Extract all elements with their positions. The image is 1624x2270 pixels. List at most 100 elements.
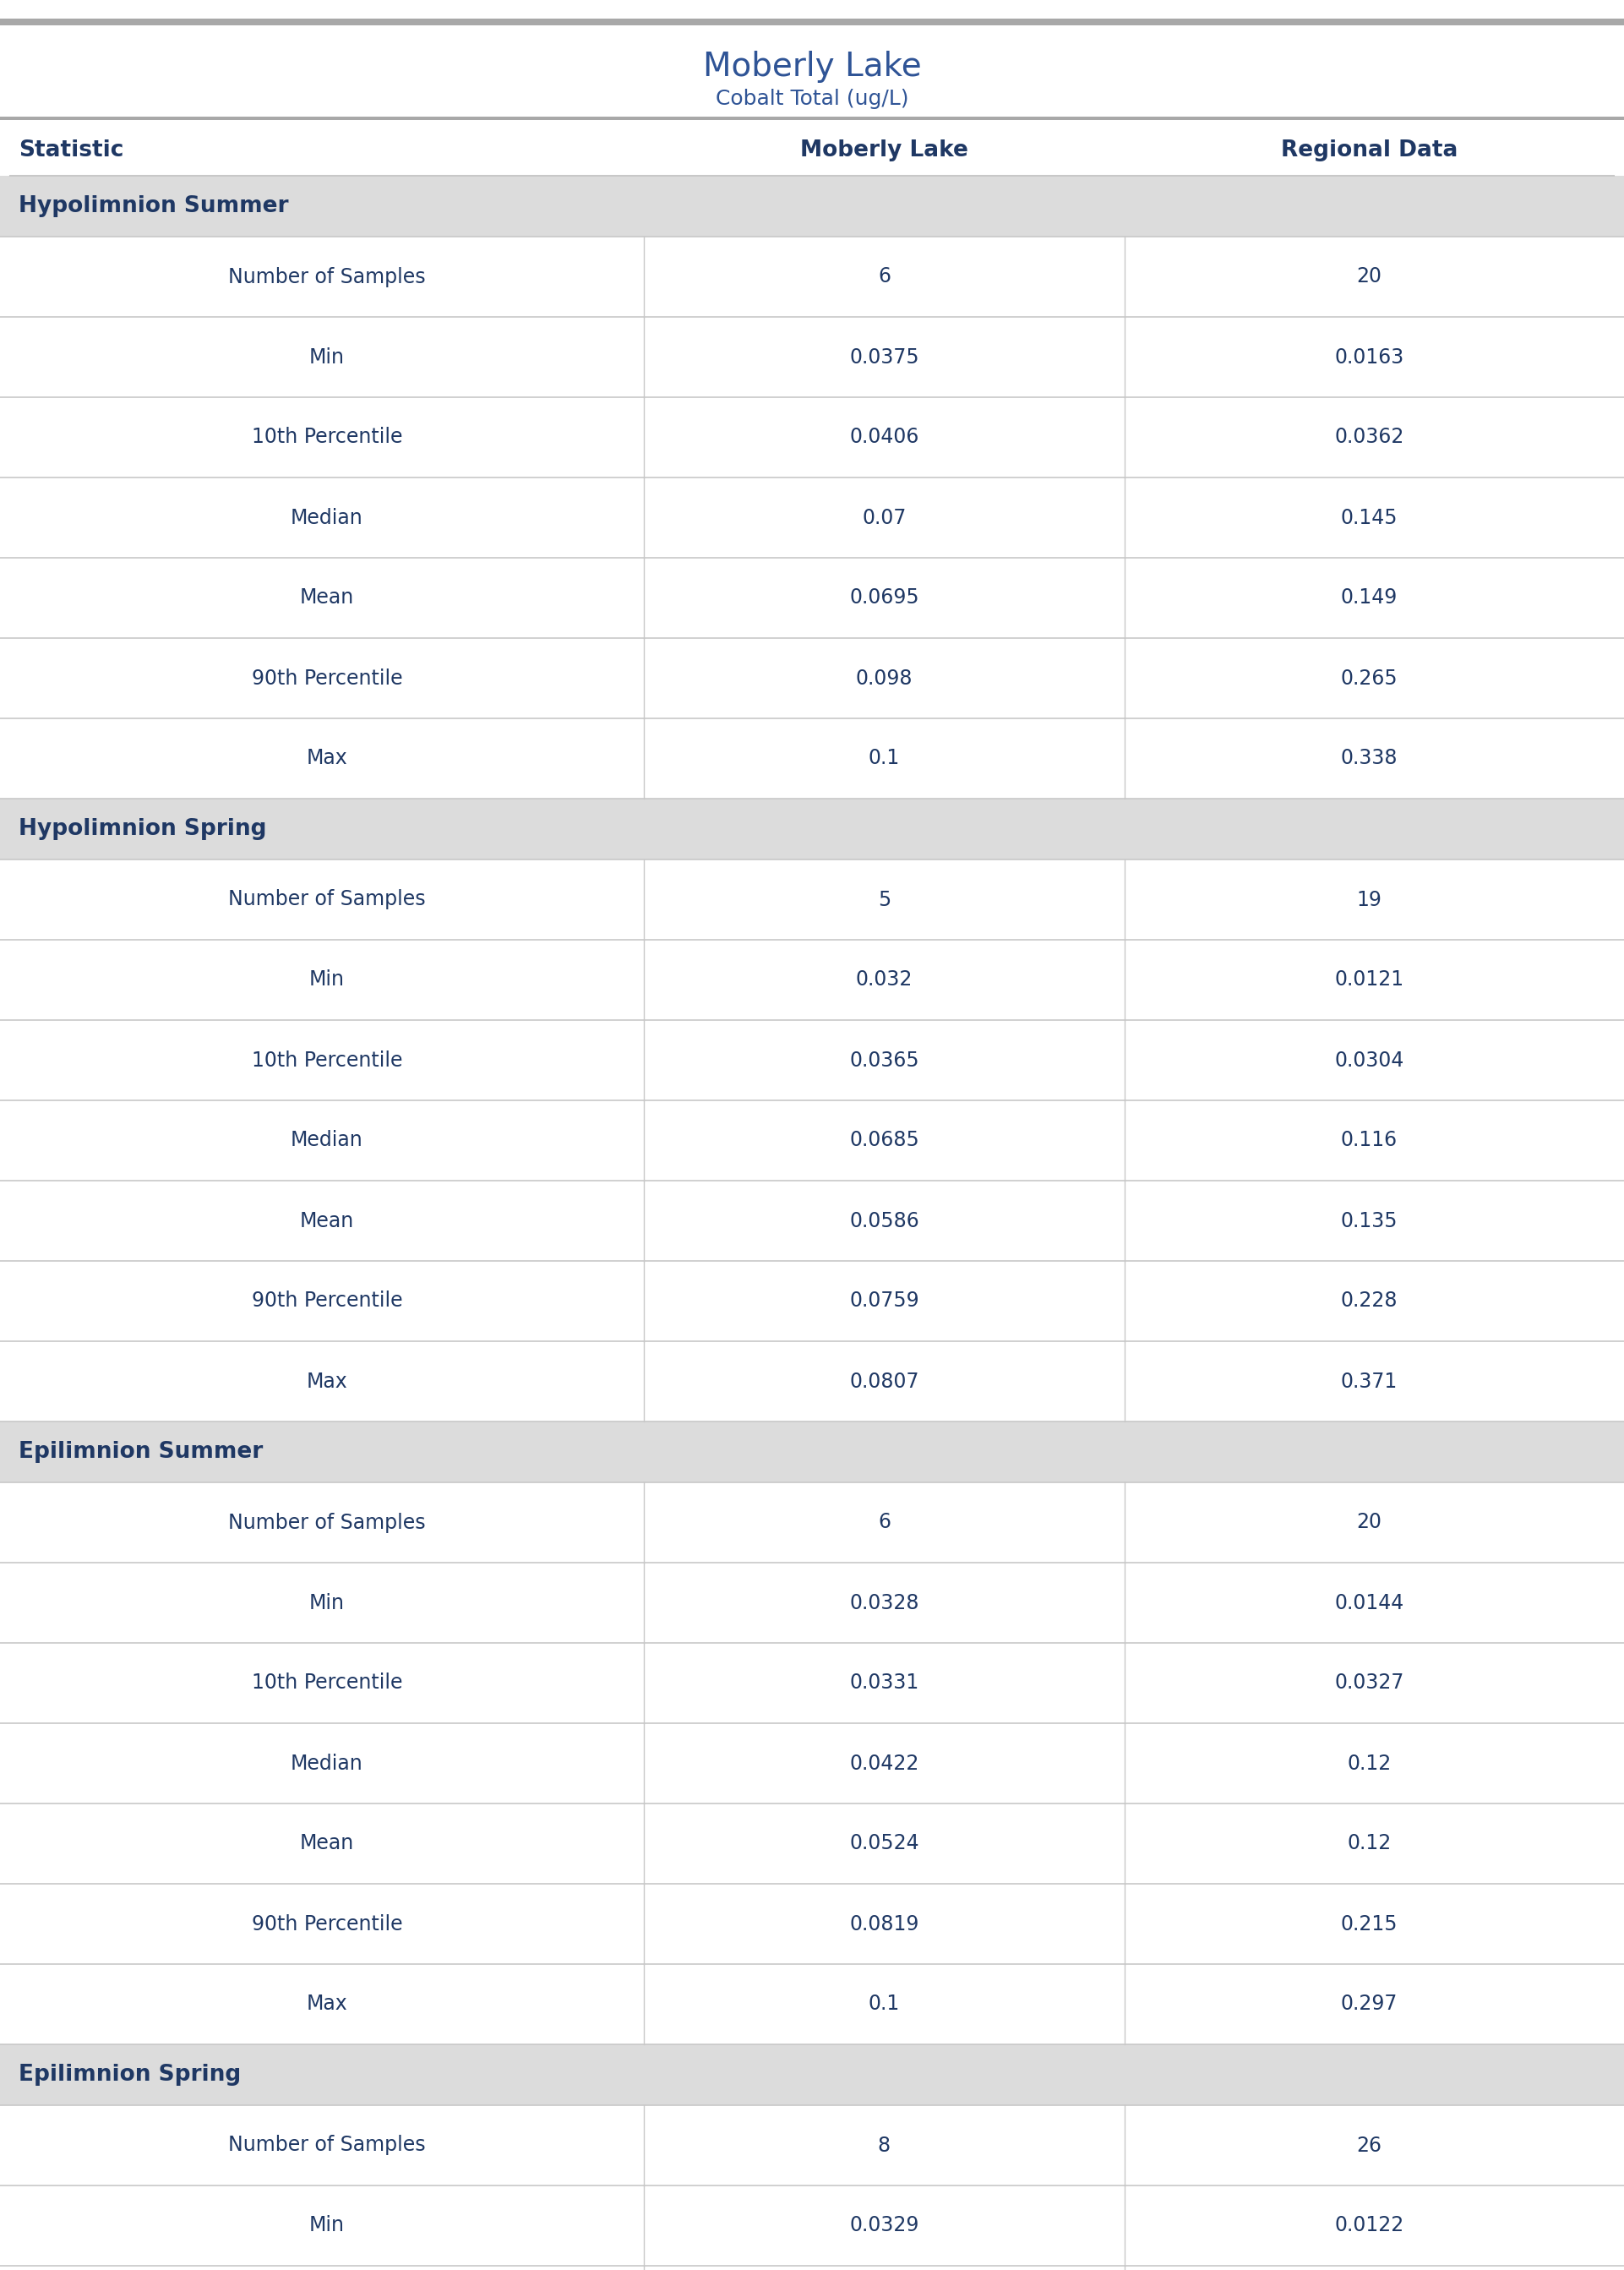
Text: Number of Samples: Number of Samples xyxy=(229,2136,425,2156)
Text: 0.0759: 0.0759 xyxy=(849,1292,919,1312)
Bar xyxy=(0,116,1624,120)
Bar xyxy=(0,477,1624,558)
Text: 0.0524: 0.0524 xyxy=(849,1834,919,1855)
Bar xyxy=(0,18,1624,25)
Text: Median: Median xyxy=(291,1752,364,1773)
Text: 0.149: 0.149 xyxy=(1341,588,1398,608)
Text: 0.0685: 0.0685 xyxy=(849,1130,919,1151)
Text: Epilimnion Spring: Epilimnion Spring xyxy=(18,2063,240,2086)
Text: 0.12: 0.12 xyxy=(1348,1834,1392,1855)
Bar xyxy=(0,558,1624,638)
Text: 0.0329: 0.0329 xyxy=(849,2216,919,2236)
Text: Cobalt Total (ug/L): Cobalt Total (ug/L) xyxy=(716,89,908,109)
Text: 0.0121: 0.0121 xyxy=(1335,969,1405,990)
Text: 0.098: 0.098 xyxy=(856,667,913,688)
Bar xyxy=(0,638,1624,717)
Text: Hypolimnion Spring: Hypolimnion Spring xyxy=(18,817,266,840)
Text: Number of Samples: Number of Samples xyxy=(229,890,425,910)
Bar xyxy=(0,2104,1624,2186)
Bar xyxy=(0,2186,1624,2265)
Text: 5: 5 xyxy=(877,890,890,910)
Text: 0.135: 0.135 xyxy=(1341,1210,1398,1230)
Text: Median: Median xyxy=(291,508,364,529)
Text: Moberly Lake: Moberly Lake xyxy=(703,50,921,82)
Text: 0.215: 0.215 xyxy=(1341,1914,1398,1934)
Text: 20: 20 xyxy=(1356,266,1382,286)
Text: 0.0586: 0.0586 xyxy=(849,1210,919,1230)
Text: 19: 19 xyxy=(1356,890,1382,910)
Text: 0.297: 0.297 xyxy=(1341,1993,1398,2013)
Text: Mean: Mean xyxy=(300,1834,354,1855)
Text: 0.0331: 0.0331 xyxy=(849,1673,919,1693)
Text: 0.0406: 0.0406 xyxy=(849,427,919,447)
Text: 0.0144: 0.0144 xyxy=(1335,1594,1405,1614)
Bar xyxy=(0,799,1624,860)
Text: 6: 6 xyxy=(879,1512,890,1532)
Bar xyxy=(0,1802,1624,1884)
Text: 0.0328: 0.0328 xyxy=(849,1594,919,1614)
Text: Max: Max xyxy=(307,1993,348,2013)
Text: 0.1: 0.1 xyxy=(869,749,900,770)
Bar xyxy=(0,2265,1624,2270)
Text: 8: 8 xyxy=(879,2136,890,2156)
Text: 0.0375: 0.0375 xyxy=(849,347,919,368)
Text: 26: 26 xyxy=(1356,2136,1382,2156)
Text: Number of Samples: Number of Samples xyxy=(229,266,425,286)
Text: 0.0807: 0.0807 xyxy=(849,1371,919,1392)
Bar xyxy=(0,1260,1624,1342)
Bar xyxy=(0,1643,1624,1723)
Text: 0.265: 0.265 xyxy=(1341,667,1398,688)
Text: 90th Percentile: 90th Percentile xyxy=(252,1914,403,1934)
Bar xyxy=(0,940,1624,1019)
Text: Regional Data: Regional Data xyxy=(1281,138,1458,161)
Text: 0.116: 0.116 xyxy=(1341,1130,1398,1151)
Bar xyxy=(0,318,1624,397)
Bar xyxy=(0,1019,1624,1101)
Text: 20: 20 xyxy=(1356,1512,1382,1532)
Text: Number of Samples: Number of Samples xyxy=(229,1512,425,1532)
Text: 10th Percentile: 10th Percentile xyxy=(252,1673,403,1693)
Bar xyxy=(0,1964,1624,2045)
Text: 0.07: 0.07 xyxy=(862,508,906,529)
Text: 0.032: 0.032 xyxy=(856,969,913,990)
Text: Hypolimnion Summer: Hypolimnion Summer xyxy=(18,195,289,218)
Bar xyxy=(0,125,1624,175)
Bar xyxy=(0,397,1624,477)
Bar xyxy=(0,1180,1624,1260)
Bar xyxy=(0,860,1624,940)
Text: 0.0327: 0.0327 xyxy=(1335,1673,1405,1693)
Text: Statistic: Statistic xyxy=(18,138,123,161)
Bar xyxy=(0,717,1624,799)
Text: 90th Percentile: 90th Percentile xyxy=(252,1292,403,1312)
Text: 0.0362: 0.0362 xyxy=(1335,427,1405,447)
Bar xyxy=(0,1342,1624,1421)
Text: Min: Min xyxy=(309,969,344,990)
Bar xyxy=(0,1723,1624,1802)
Bar xyxy=(0,1482,1624,1562)
Bar xyxy=(0,236,1624,318)
Bar xyxy=(0,2045,1624,2104)
Text: 0.371: 0.371 xyxy=(1341,1371,1398,1392)
Text: 0.0422: 0.0422 xyxy=(849,1752,919,1773)
Bar xyxy=(0,175,1624,236)
Text: Median: Median xyxy=(291,1130,364,1151)
Text: 0.145: 0.145 xyxy=(1341,508,1398,529)
Text: 0.1: 0.1 xyxy=(869,1993,900,2013)
Text: Min: Min xyxy=(309,347,344,368)
Text: 90th Percentile: 90th Percentile xyxy=(252,667,403,688)
Text: 0.0122: 0.0122 xyxy=(1335,2216,1405,2236)
Text: 0.12: 0.12 xyxy=(1348,1752,1392,1773)
Bar xyxy=(0,1562,1624,1643)
Text: 0.0365: 0.0365 xyxy=(849,1051,919,1071)
Text: Max: Max xyxy=(307,1371,348,1392)
Bar xyxy=(0,1421,1624,1482)
Text: 0.338: 0.338 xyxy=(1341,749,1398,770)
Bar xyxy=(0,1101,1624,1180)
Text: 10th Percentile: 10th Percentile xyxy=(252,1051,403,1071)
Text: Mean: Mean xyxy=(300,1210,354,1230)
Text: Epilimnion Summer: Epilimnion Summer xyxy=(18,1441,263,1462)
Text: Max: Max xyxy=(307,749,348,770)
Text: Min: Min xyxy=(309,2216,344,2236)
Text: 6: 6 xyxy=(879,266,890,286)
Bar xyxy=(0,1884,1624,1964)
